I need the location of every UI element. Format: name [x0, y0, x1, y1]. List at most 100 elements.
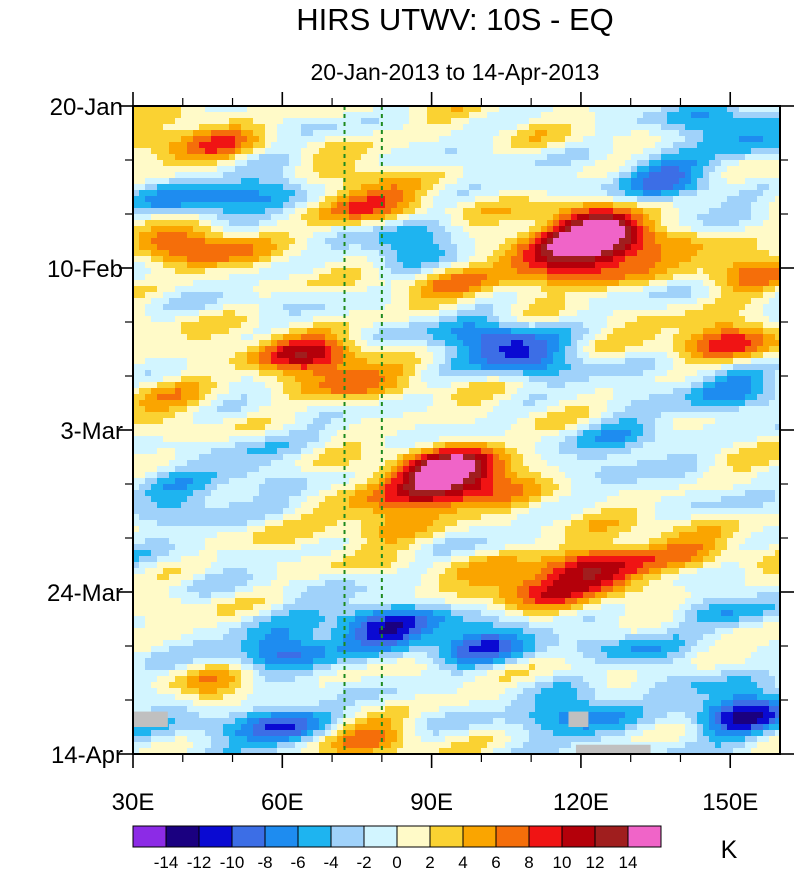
field-cell	[613, 286, 620, 293]
field-cell	[487, 256, 494, 263]
field-cell	[703, 298, 710, 305]
field-cell	[349, 244, 356, 251]
field-cell	[175, 346, 182, 353]
field-cell	[559, 256, 566, 263]
field-cell	[697, 340, 704, 347]
field-cell	[307, 118, 314, 125]
field-cell	[343, 238, 350, 245]
field-cell	[769, 334, 776, 341]
field-cell	[541, 346, 548, 353]
field-cell	[211, 358, 218, 365]
field-cell	[403, 298, 410, 305]
field-cell	[265, 166, 272, 173]
field-cell	[553, 298, 560, 305]
field-cell	[769, 202, 776, 209]
field-cell	[577, 358, 584, 365]
field-cell	[763, 376, 770, 383]
field-cell	[205, 112, 212, 119]
field-cell	[631, 232, 638, 239]
field-cell	[577, 286, 584, 293]
field-cell	[565, 352, 572, 359]
field-cell	[625, 124, 632, 131]
field-cell	[667, 166, 674, 173]
field-cell	[613, 196, 620, 203]
field-cell	[145, 340, 152, 347]
field-cell	[157, 160, 164, 167]
field-cell	[595, 148, 602, 155]
field-cell	[427, 160, 434, 167]
field-cell	[661, 268, 668, 275]
field-cell	[217, 328, 224, 335]
field-cell	[277, 118, 284, 125]
field-cell	[295, 268, 302, 275]
field-cell	[133, 364, 140, 371]
field-cell	[703, 352, 710, 359]
field-cell	[637, 178, 644, 185]
field-cell	[679, 250, 686, 257]
field-cell	[181, 196, 188, 203]
field-cell	[199, 346, 206, 353]
field-cell	[733, 370, 740, 377]
field-cell	[571, 334, 578, 341]
field-cell	[433, 154, 440, 161]
field-cell	[439, 154, 446, 161]
field-cell	[733, 196, 740, 203]
field-cell	[595, 184, 602, 191]
field-cell	[271, 220, 278, 227]
field-cell	[625, 112, 632, 119]
field-cell	[223, 286, 230, 293]
field-cell	[157, 106, 164, 113]
field-cell	[421, 112, 428, 119]
field-cell	[565, 322, 572, 329]
field-cell	[673, 130, 680, 137]
field-cell	[649, 124, 656, 131]
field-cell	[373, 148, 380, 155]
field-cell	[553, 178, 560, 185]
field-cell	[571, 196, 578, 203]
field-cell	[253, 220, 260, 227]
field-cell	[259, 268, 266, 275]
field-cell	[259, 202, 266, 209]
field-cell	[313, 232, 320, 239]
field-cell	[487, 268, 494, 275]
field-cell	[655, 364, 662, 371]
field-cell	[349, 112, 356, 119]
field-cell	[589, 286, 596, 293]
field-cell	[451, 232, 458, 239]
field-cell	[253, 250, 260, 257]
field-cell	[625, 160, 632, 167]
field-cell	[331, 310, 338, 317]
field-cell	[517, 364, 524, 371]
field-cell	[313, 112, 320, 119]
field-cell	[403, 106, 410, 113]
field-cell	[547, 178, 554, 185]
field-cell	[361, 172, 368, 179]
field-cell	[751, 130, 758, 137]
field-cell	[331, 250, 338, 257]
field-cell	[745, 334, 752, 341]
field-cell	[775, 352, 781, 359]
field-cell	[505, 304, 512, 311]
field-cell	[235, 310, 242, 317]
field-cell	[487, 322, 494, 329]
field-cell	[643, 184, 650, 191]
field-cell	[541, 316, 548, 323]
field-cell	[349, 208, 356, 215]
field-cell	[325, 148, 332, 155]
field-cell	[445, 136, 452, 143]
field-cell	[181, 172, 188, 179]
field-cell	[487, 310, 494, 317]
field-cell	[169, 382, 176, 389]
field-cell	[703, 316, 710, 323]
field-cell	[133, 106, 140, 113]
field-cell	[745, 280, 752, 287]
field-cell	[607, 172, 614, 179]
field-cell	[553, 346, 560, 353]
field-cell	[529, 286, 536, 293]
field-cell	[325, 142, 332, 149]
field-cell	[535, 148, 542, 155]
field-cell	[721, 124, 728, 131]
field-cell	[511, 376, 518, 383]
field-cell	[373, 214, 380, 221]
field-cell	[619, 244, 626, 251]
